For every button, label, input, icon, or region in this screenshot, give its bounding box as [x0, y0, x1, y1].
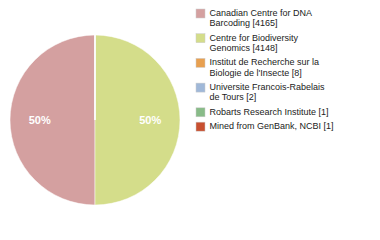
svg-text:Canadian Centre for DNABarcodi: Canadian Centre for DNABarcoding [4165] — [210, 8, 313, 28]
svg-text:Centre for BiodiversityGenomic: Centre for BiodiversityGenomics [4148] — [210, 33, 299, 53]
svg-text:50%: 50% — [29, 114, 51, 126]
svg-text:Robarts Research Institute [1]: Robarts Research Institute [1] — [210, 107, 329, 117]
svg-text:Universite Francois-Rabelaisde: Universite Francois-Rabelaisde Tours [2] — [210, 82, 326, 102]
svg-text:Institut de Recherche sur laBi: Institut de Recherche sur laBiologie de … — [210, 57, 320, 77]
svg-text:50%: 50% — [139, 114, 161, 126]
svg-text:Mined from GenBank, NCBI [1]: Mined from GenBank, NCBI [1] — [210, 121, 334, 131]
